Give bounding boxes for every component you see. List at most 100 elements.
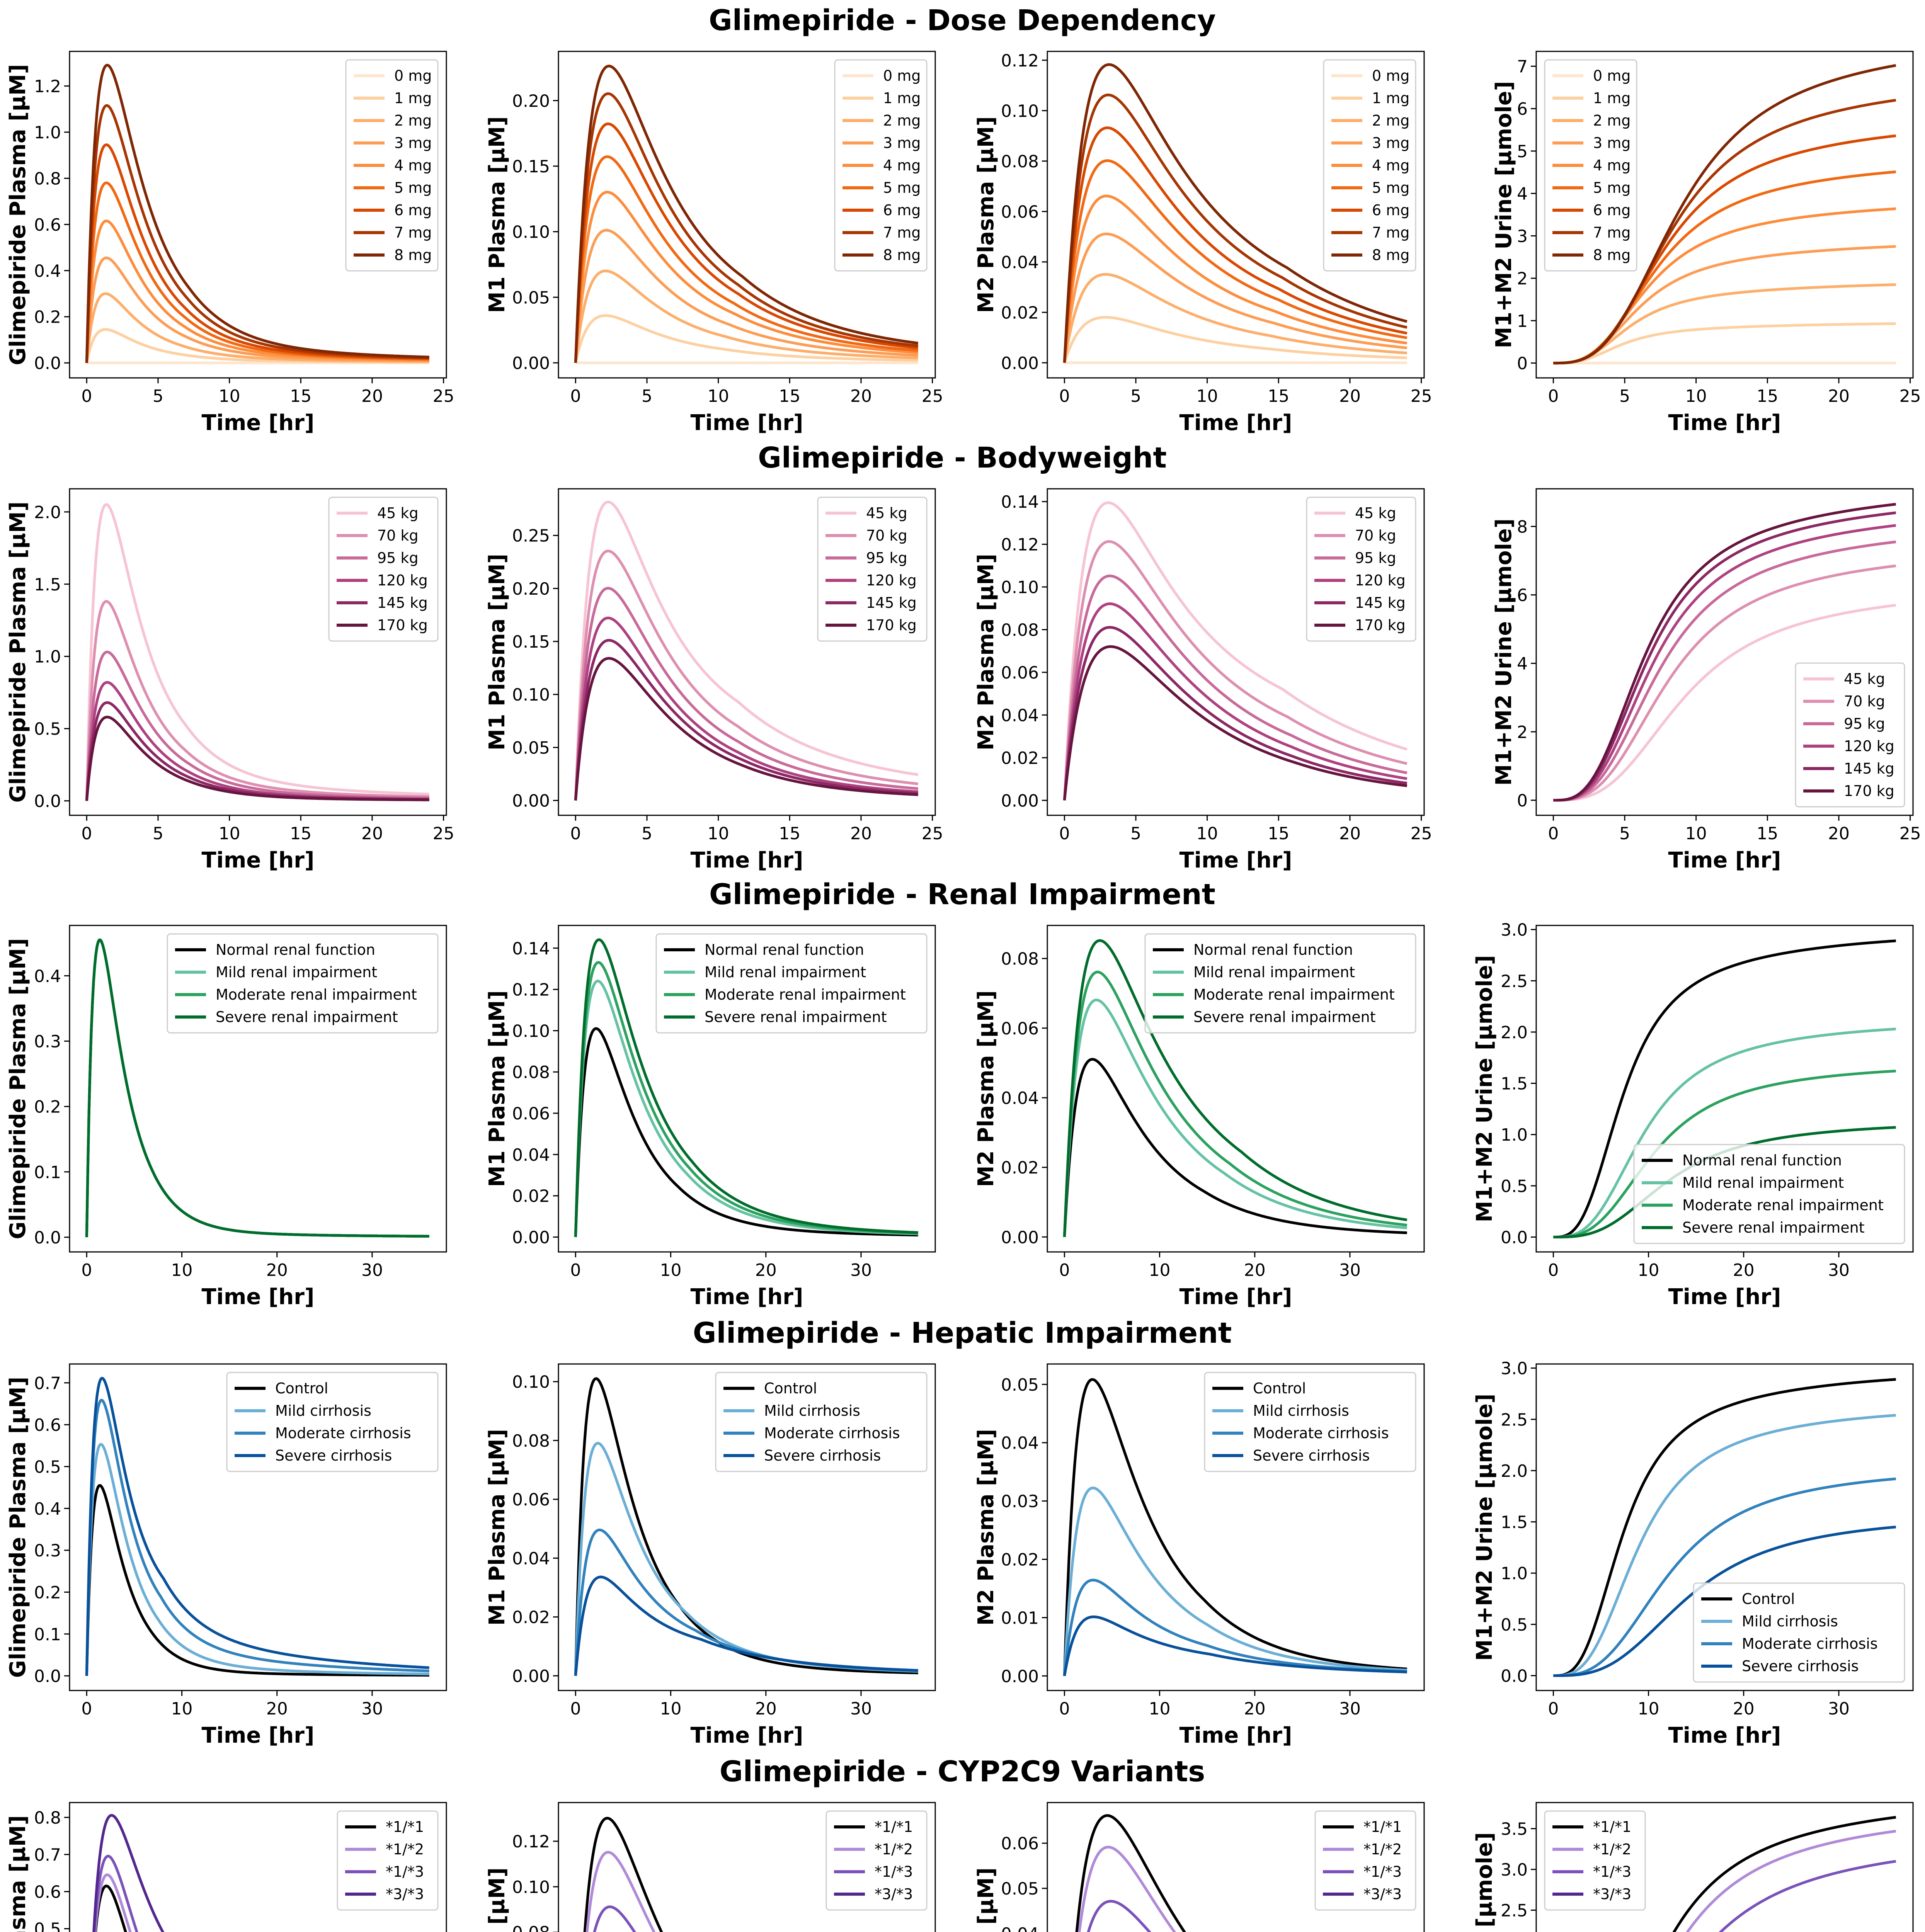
legend: *1/*1 *1/*2 *1/*3 *3/*3 (1314, 1810, 1416, 1911)
legend-label: 5 mg (1593, 179, 1631, 196)
y-tick-label: 0.6 (34, 215, 61, 235)
x-tick-label: 0 (1548, 1260, 1559, 1280)
x-tick-label: 0 (1548, 824, 1559, 844)
x-tick-label: 20 (755, 1260, 777, 1280)
legend-item: Mild cirrhosis (723, 1402, 860, 1419)
series-line (1063, 1378, 1408, 1676)
chart-panel: 0 10 20 30 0.00 0.01 0.02 0.03 0.04 0.05 Time [hr]… (974, 1363, 1425, 1748)
x-tick-label: 25 (1411, 824, 1432, 844)
legend-box (1633, 1144, 1905, 1244)
series-line (1553, 1027, 1896, 1238)
legend-label: 95 kg (377, 549, 419, 566)
y-tick-label: 2.0 (1501, 1023, 1528, 1043)
legend-label: *1/*3 (386, 1863, 424, 1880)
series-line (1553, 511, 1896, 802)
x-tick-label: 0 (1548, 1699, 1559, 1719)
legend-item: Control (723, 1380, 817, 1397)
legend-label: 145 kg (866, 594, 917, 611)
series-group (574, 1377, 919, 1676)
legend-label: 5 mg (1372, 179, 1409, 196)
series-line (1553, 939, 1896, 1238)
y-tick-label: 0.6 (34, 1882, 61, 1902)
axes-frame (1535, 51, 1914, 379)
legend-item: 1 mg (1331, 90, 1409, 107)
legend-label: Severe renal impairment (216, 1009, 398, 1026)
legend-item: Control (1701, 1590, 1795, 1607)
legend-label: Mild cirrhosis (764, 1402, 860, 1419)
legend-item: 1 mg (843, 90, 921, 107)
axes-frame (69, 51, 447, 379)
x-tick-label: 30 (1339, 1699, 1361, 1719)
legend-label: 1 mg (1372, 90, 1409, 107)
legend-item: Normal renal function (664, 941, 864, 958)
series-line (1063, 602, 1408, 801)
legend-label: Normal renal function (1682, 1152, 1842, 1169)
legend-box (1544, 59, 1637, 272)
legend-label: *1/*1 (1593, 1818, 1631, 1835)
legend-item: *1/*3 (834, 1863, 913, 1880)
legend-label: *1/*3 (875, 1863, 913, 1880)
x-tick-label: 15 (1268, 386, 1289, 406)
chart-panel: 0 5 10 15 20 25 0 2 4 6 8 Time [hr] M1+M2 Urine [µmo… (1491, 488, 1921, 873)
y-tick-label: 0.04 (512, 1549, 550, 1568)
x-tick-label: 20 (1339, 824, 1361, 844)
x-tick-label: 0 (570, 1699, 581, 1719)
legend-label: Severe cirrhosis (764, 1447, 881, 1464)
x-tick-label: 20 (1828, 824, 1850, 844)
legend-item: 120 kg (1314, 572, 1406, 589)
series-line (1063, 273, 1408, 363)
x-tick-label: 5 (642, 824, 652, 844)
series-line (85, 63, 430, 363)
x-tick-label: 10 (1197, 386, 1218, 406)
chart-panel: 05101520250.000.010.020.030.040.050.06Ti… (974, 1802, 1425, 1932)
y-tick-label: 0.02 (512, 1608, 550, 1628)
y-tick-label: 0.05 (512, 738, 550, 758)
y-tick-label: 0.5 (1501, 1615, 1528, 1635)
legend-item: Severe cirrhosis (1701, 1658, 1859, 1675)
axes-frame (1047, 1363, 1425, 1691)
x-tick-label: 5 (153, 386, 163, 406)
x-tick-label: 0 (1059, 1260, 1070, 1280)
series-line (574, 155, 919, 363)
legend-box (1204, 1372, 1416, 1472)
series-group (1063, 63, 1408, 364)
series-line (1063, 939, 1408, 1237)
x-tick-label: 30 (850, 1260, 872, 1280)
legend-label: 170 kg (1355, 617, 1406, 634)
y-tick-label: 2.5 (1501, 1410, 1528, 1430)
x-tick-label: 10 (1197, 824, 1218, 844)
y-tick-label: 0.04 (1001, 1434, 1039, 1453)
legend-box (328, 497, 439, 642)
y-tick-label: 0.04 (1001, 706, 1039, 725)
x-tick-label: 20 (361, 386, 383, 406)
y-tick-label: 6 (1517, 99, 1528, 119)
x-tick-label: 0 (1059, 824, 1070, 844)
legend-label: *1/*3 (1593, 1863, 1631, 1880)
legend-box (167, 933, 439, 1034)
x-tick-label: 0 (81, 1699, 92, 1719)
legend-label: 170 kg (377, 617, 428, 634)
series-group (85, 63, 430, 364)
y-tick-label: 0.02 (512, 1187, 550, 1206)
series-line (1553, 1414, 1896, 1677)
legend-label: 4 mg (394, 157, 432, 174)
series-line (574, 92, 919, 363)
y-tick-label: 1.0 (34, 647, 61, 667)
series-line (92, 1814, 165, 1932)
y-tick-label: 5 (1517, 142, 1528, 162)
series-line (1553, 503, 1896, 802)
axes-frame (69, 1802, 447, 1932)
legend-item: Severe renal impairment (664, 1009, 887, 1026)
legend-label: 8 mg (1593, 247, 1631, 264)
legend: Normal renal function Mild renal impairme… (655, 933, 928, 1034)
chart-panel: 0 5 10 15 20 25 0.0 0.5 1.0 1.5 2.0 Time [hr] Glimep… (5, 488, 454, 873)
legend-label: 8 mg (394, 247, 432, 264)
chart-panel: 0 5 10 15 20 25 0 1 2 3 4 5 6 7 Time [hr] M1+M2 Urine [… (1491, 51, 1921, 435)
series-line (574, 500, 919, 801)
x-tick-label: 10 (708, 824, 729, 844)
series-group (574, 65, 919, 364)
x-axis-label: Time [hr] (202, 848, 315, 873)
legend-item: 4 mg (1331, 157, 1409, 174)
legend: Control Mild cirrhosis Moderate cirrhosis S… (226, 1372, 439, 1472)
y-axis-label: Glimepiride Plasma [µM] (5, 1815, 31, 1932)
